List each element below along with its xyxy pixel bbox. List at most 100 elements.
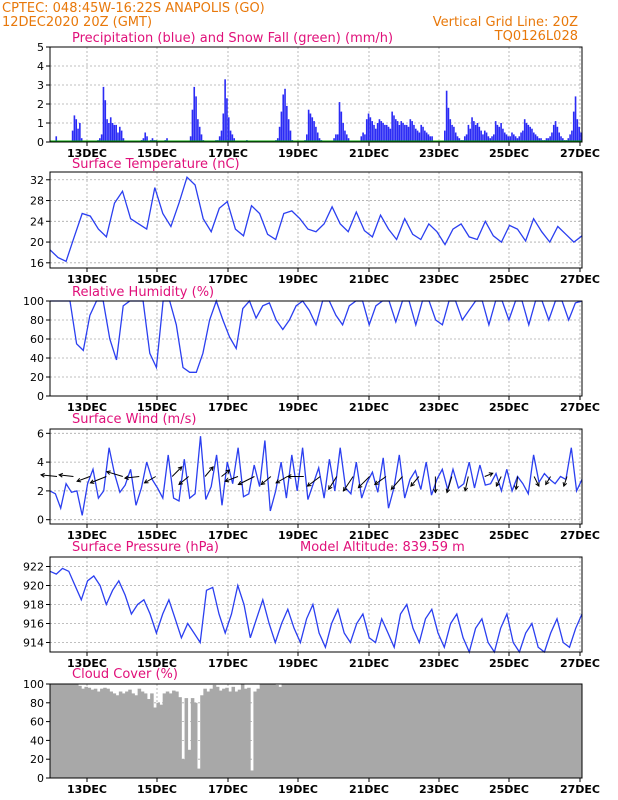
precip-bar: [503, 132, 506, 142]
cloud-cover-bar: [516, 684, 520, 778]
x-tick-label: 15DEC: [137, 401, 177, 414]
y-tick-label: 920: [23, 580, 44, 593]
wind-vector-arrow: [106, 471, 123, 477]
cloud-cover-bar: [272, 684, 276, 778]
precip-bar: [483, 130, 486, 142]
precip-bar: [286, 105, 288, 142]
x-tick-label: 27DEC: [560, 783, 600, 796]
precip-bar: [342, 123, 344, 142]
x-tick-label: 25DEC: [489, 529, 529, 542]
precip-bar: [444, 130, 446, 142]
precip-bar: [306, 134, 308, 142]
y-tick-label: 2: [37, 98, 44, 111]
cloud-cover-bar: [237, 689, 242, 778]
precip-bar: [471, 117, 473, 142]
cloud-cover-bar: [175, 691, 179, 778]
cloud-cover-bar: [488, 684, 492, 778]
precip-bar: [498, 126, 501, 142]
cloud-cover-bar: [513, 684, 517, 778]
cloud-cover-bar: [75, 684, 79, 778]
precip-bar: [411, 121, 413, 142]
cloud-cover-bar: [456, 684, 461, 778]
chart-panel-1: 0 1 2 3 4 5 13DEC 15DEC 17DEC 19DEC 21DEC 23DEC 25DE…: [37, 31, 600, 160]
cloud-cover-bar: [560, 684, 564, 778]
x-tick-label: 27DEC: [560, 147, 600, 160]
wind-vector-head: [357, 483, 363, 489]
precip-bar: [453, 126, 455, 142]
precip-bar: [560, 136, 562, 142]
precip-bar: [413, 124, 415, 142]
precip-bar: [509, 136, 511, 142]
precip-bar: [369, 117, 372, 142]
wind-vector-head: [89, 479, 95, 484]
y-tick-label: 4: [37, 456, 44, 469]
precip-bar: [567, 138, 570, 142]
cloud-cover-bar: [569, 684, 574, 778]
precip-bar: [558, 132, 561, 142]
y-tick-label: 5: [37, 41, 44, 54]
cloud-cover-bar: [187, 749, 192, 778]
cloud-cover-bar: [50, 684, 54, 778]
cloud-cover-bar: [500, 684, 505, 778]
wind-vector-arrow: [275, 476, 288, 484]
precip-bar: [108, 123, 110, 142]
cloud-cover-bar: [193, 702, 198, 778]
cloud-cover-bar: [413, 684, 417, 778]
precip-bar: [382, 123, 384, 142]
cloud-cover-bar: [56, 684, 60, 778]
cloud-cover-bar: [463, 684, 467, 778]
series-line: [50, 299, 583, 373]
cloud-cover-bar: [366, 684, 370, 778]
precip-bar: [491, 136, 493, 142]
precip-bar: [122, 138, 125, 142]
x-tick-label: 21DEC: [349, 529, 389, 542]
cloud-cover-bar: [168, 693, 173, 778]
cloud-cover-bar: [147, 699, 151, 778]
precip-bar: [482, 134, 484, 142]
panel-frame: [49, 428, 583, 525]
cloud-cover-bar: [375, 684, 379, 778]
cloud-cover-bar: [140, 691, 145, 778]
cloud-cover-bar: [262, 684, 267, 778]
precip-bar: [405, 124, 408, 142]
precip-bar: [389, 128, 392, 142]
y-tick-label: 4: [37, 60, 44, 73]
precip-bar: [463, 136, 466, 142]
precip-bar: [336, 134, 339, 142]
cloud-cover-bar: [541, 684, 545, 778]
precip-bar: [104, 100, 107, 142]
precip-bar: [318, 138, 321, 142]
precip-bar: [427, 134, 430, 142]
cloud-cover-bar: [438, 684, 442, 778]
precip-bar: [393, 115, 395, 142]
cloud-cover-bar: [181, 759, 185, 778]
precip-bar: [549, 136, 551, 142]
wind-vector-arrow: [484, 472, 493, 477]
cloud-cover-bar: [300, 684, 304, 778]
precip-bar: [307, 109, 310, 142]
precip-bar: [362, 132, 364, 142]
precip-bar: [523, 119, 526, 142]
x-tick-label: 17DEC: [208, 783, 248, 796]
cloud-cover-bar: [256, 688, 261, 778]
wind-vector-arrow: [495, 476, 502, 487]
cloud-cover-bar: [190, 698, 195, 778]
cloud-cover-bar: [322, 684, 326, 778]
precip-bar: [507, 136, 510, 142]
precip-bar: [77, 128, 79, 142]
y-tick-label: 3: [37, 79, 44, 92]
precip-bar: [360, 136, 363, 142]
precip-bar: [113, 124, 116, 142]
cloud-cover-bar: [459, 684, 464, 778]
x-tick-label: 25DEC: [489, 401, 529, 414]
precip-bar: [467, 124, 470, 142]
cloud-cover-bar: [341, 684, 345, 778]
cloud-cover-bar: [319, 684, 323, 778]
x-tick-label: 15DEC: [137, 783, 177, 796]
precip-bar: [345, 134, 348, 142]
cloud-cover-bar: [510, 684, 514, 778]
precip-bar: [514, 136, 517, 142]
precip-bar: [409, 119, 412, 142]
precip-bar: [454, 132, 457, 142]
precip-bar: [100, 134, 103, 142]
